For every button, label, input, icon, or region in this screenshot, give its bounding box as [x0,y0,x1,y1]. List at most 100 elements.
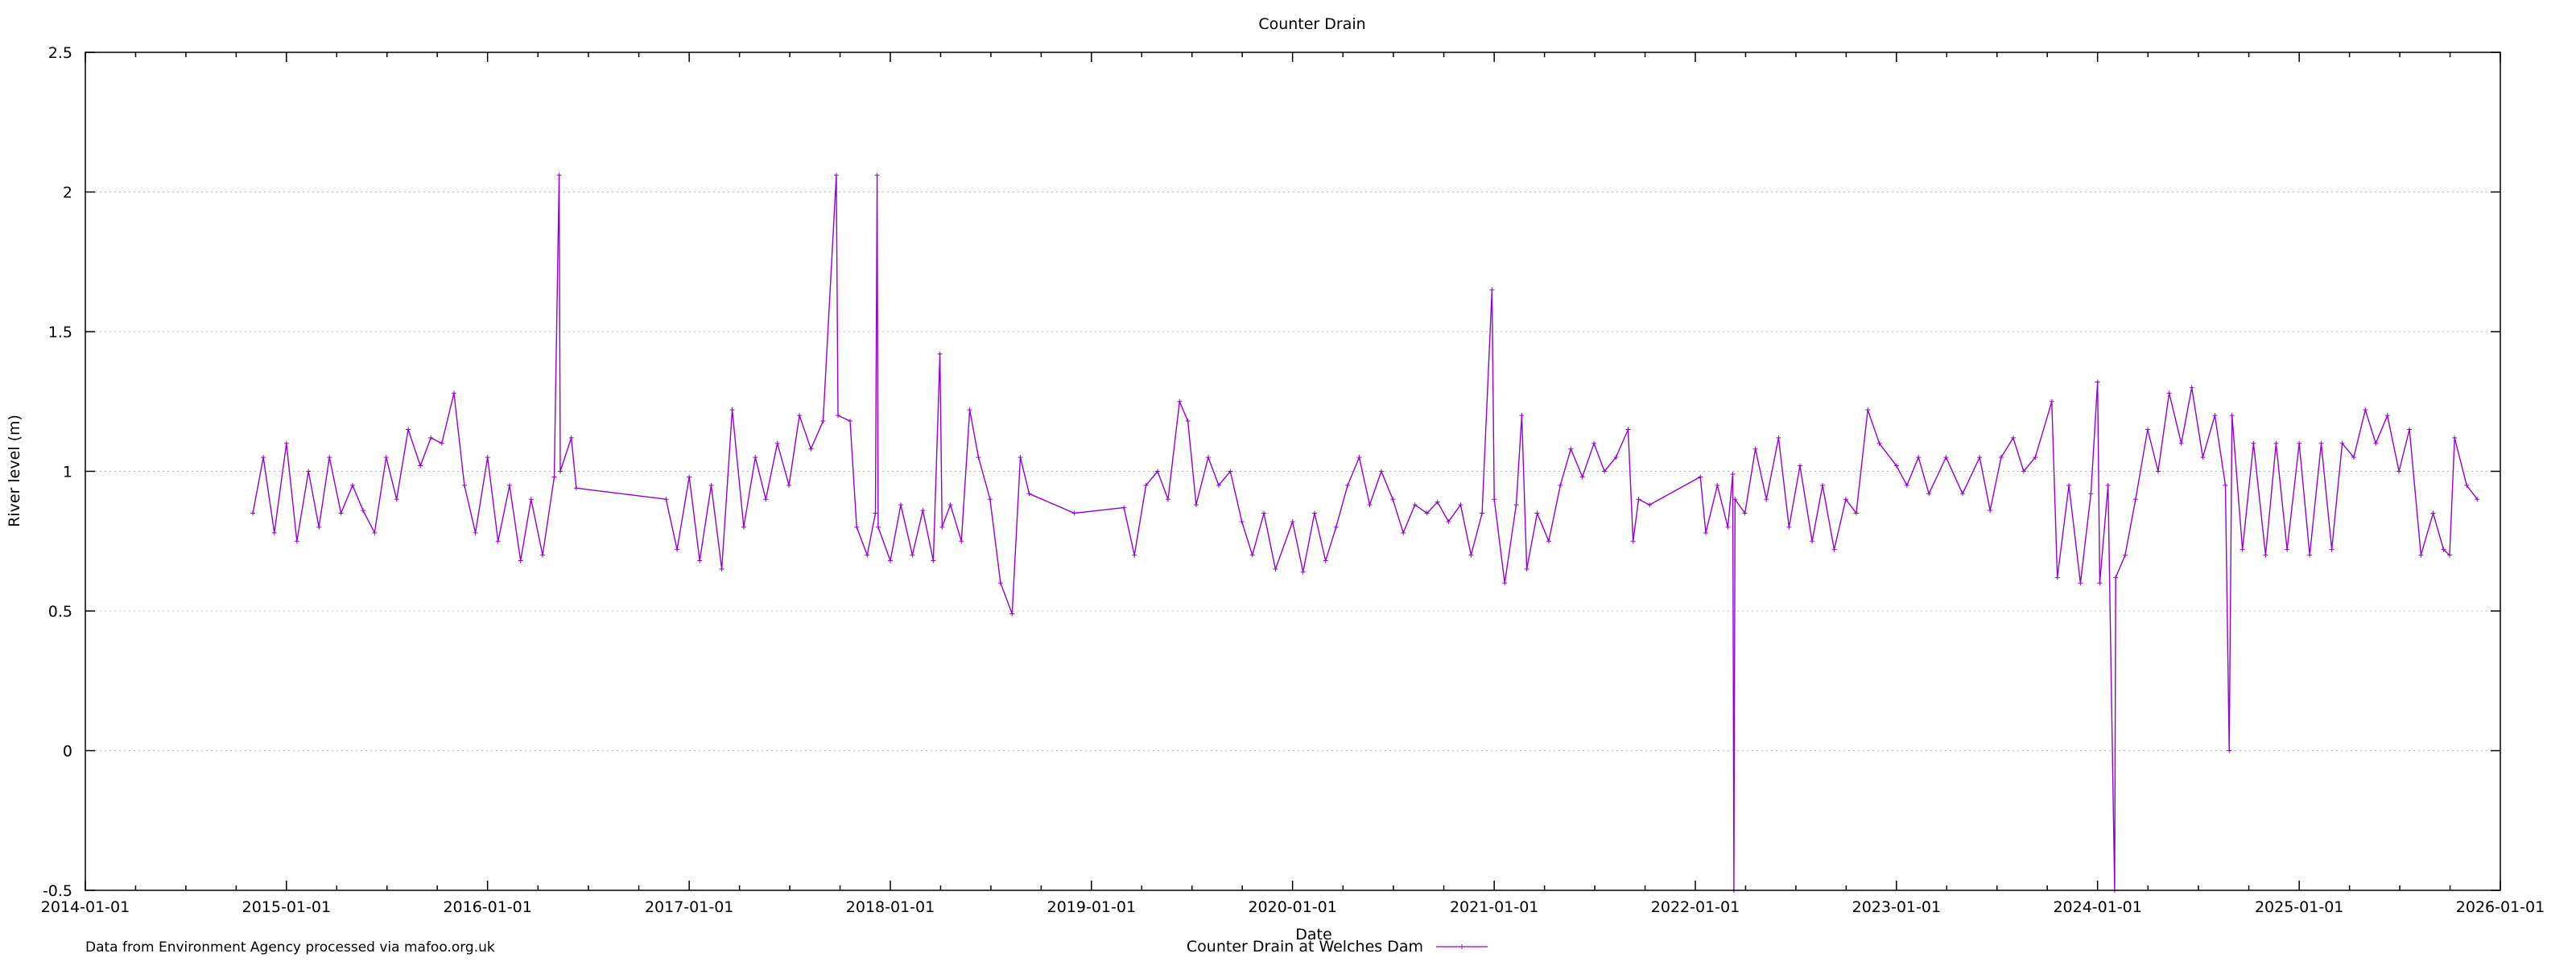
data-point [2113,575,2119,580]
data-point [473,530,478,535]
data-point [1177,398,1183,404]
data-point [2078,580,2083,586]
data-point [1132,552,1137,558]
data-point [568,435,574,440]
data-point [1764,497,1769,502]
data-point [1216,482,1221,488]
data-point [2223,482,2228,488]
data-point [1323,558,1328,564]
data-point [451,390,456,396]
data-point [729,407,735,413]
x-tick-label: 2026-01-01 [2456,898,2545,916]
data-point [1730,471,1736,477]
y-axis-title: River level (m) [6,415,23,527]
data-point [1752,446,1758,452]
data-point [306,469,312,474]
data-point [888,558,893,564]
data-point [1378,469,1384,474]
x-tick-label: 2025-01-01 [2255,898,2343,916]
y-tick-label: 1.5 [48,324,72,341]
data-point [753,455,758,460]
data-point [874,172,880,178]
data-point [573,485,579,491]
data-point [2189,385,2194,390]
data-point [2033,455,2038,460]
data-point [1591,440,1597,446]
data-point [1820,482,1826,488]
data-point [1345,482,1351,488]
data-point [1943,455,1949,460]
data-point [987,497,993,502]
data-point [1831,547,1837,552]
data-point [939,524,945,530]
data-point [558,469,564,474]
data-point [1579,474,1585,480]
data-point [1843,497,1848,502]
data-point [250,510,256,516]
x-tick-label: 2021-01-01 [1450,898,1538,916]
data-point [294,539,299,544]
data-point [1390,497,1396,502]
data-point [1853,510,1859,516]
data-point [2441,547,2446,552]
data-point [1602,469,1608,474]
data-point [2285,547,2290,552]
data-point [1810,539,1815,544]
data-point [349,482,355,488]
data-point [540,552,546,558]
y-tick-label: -0.5 [43,882,72,900]
data-point [1630,539,1636,544]
data-point [2212,413,2218,419]
data-point [663,497,669,502]
data-point [1715,482,1720,488]
data-point [1205,455,1211,460]
data-point [2178,440,2184,446]
data-point [2229,413,2235,419]
data-point [2049,398,2054,404]
data-point [1165,497,1170,502]
data-point [2054,575,2060,580]
x-tick-label: 2014-01-01 [41,898,130,916]
data-point [1786,524,1792,530]
data-point [1502,580,1508,586]
data-point [1489,287,1495,292]
x-axis-title: Date [1295,926,1331,943]
data-point [1071,510,1077,516]
data-point [1480,510,1485,516]
data-point [835,413,840,419]
data-point [920,508,926,514]
data-point [327,455,332,460]
data-point [528,497,534,502]
x-tick-label: 2017-01-01 [645,898,733,916]
data-point [1026,491,1032,497]
data-point [786,482,792,488]
data-point [1725,524,1731,530]
data-point [959,539,964,544]
data-point [1143,482,1149,488]
data-point [1988,508,1993,514]
legend-marker [1459,944,1464,949]
data-point [1154,469,1160,474]
data-point [2227,748,2232,753]
data-point [1185,419,1191,424]
x-tick-label: 2018-01-01 [846,898,935,916]
y-axis: -0.5 0 0.5 1 1.5 2 2.5 [43,44,2500,900]
y-tick-label: 0 [63,743,72,761]
grid [85,192,2500,751]
data-point [316,524,322,530]
chart-title: Counter Drain [1258,15,1365,33]
data-point [2132,497,2138,502]
data-point [1698,474,1703,480]
series-layer [250,172,2480,893]
data-point [338,510,344,516]
data-point [2166,390,2172,396]
data-point [741,524,746,530]
data-point [1534,510,1540,516]
plot-frame [85,52,2501,891]
data-point [2021,469,2026,474]
data-point [947,502,953,508]
data-point [2297,440,2302,446]
data-point [360,508,365,514]
data-point [2407,427,2413,432]
